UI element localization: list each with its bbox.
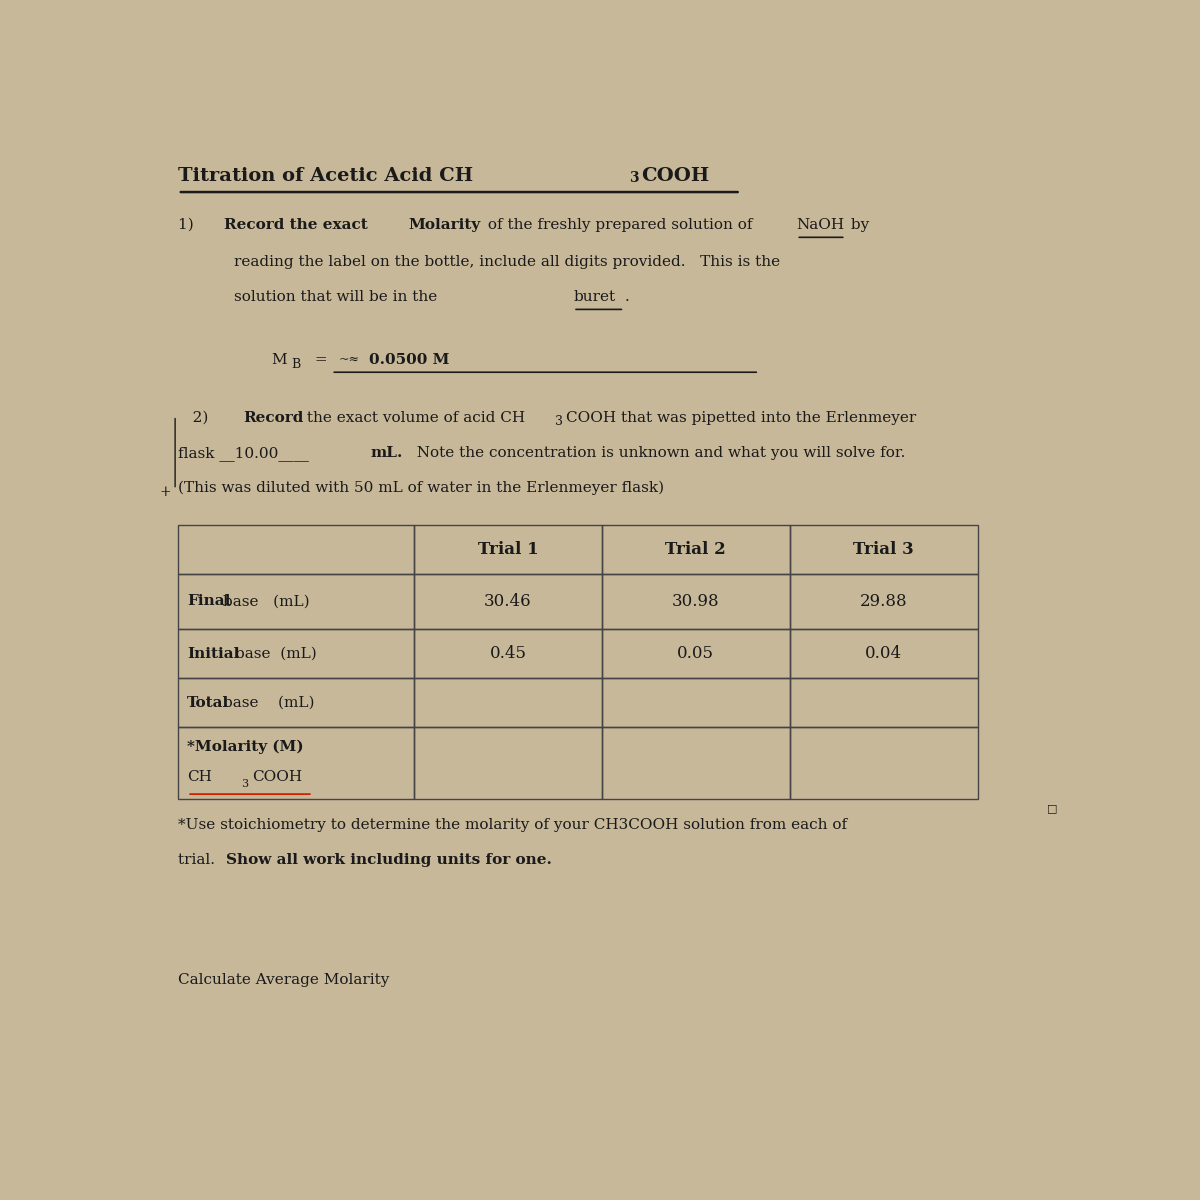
Text: Final: Final (187, 594, 230, 608)
Bar (790, 678, 978, 727)
Text: 3: 3 (554, 415, 563, 427)
Text: by: by (846, 218, 869, 232)
Text: Trial 3: Trial 3 (853, 541, 914, 558)
Text: solution that will be in the: solution that will be in the (234, 290, 442, 304)
Text: B: B (292, 359, 301, 371)
Bar (790, 524, 978, 574)
Text: Total: Total (187, 696, 229, 709)
Bar (602, 678, 790, 727)
Text: =: = (310, 353, 328, 367)
Bar (178, 678, 414, 727)
Text: NaOH: NaOH (797, 218, 845, 232)
Bar (602, 524, 790, 574)
Text: +: + (160, 485, 170, 499)
Text: Record the exact: Record the exact (224, 218, 373, 232)
Text: base    (mL): base (mL) (222, 696, 314, 709)
Text: Molarity: Molarity (408, 218, 481, 232)
Text: base  (mL): base (mL) (235, 647, 317, 660)
Text: 0.05: 0.05 (677, 646, 714, 662)
Text: 1): 1) (178, 218, 204, 232)
Text: COOH: COOH (641, 167, 709, 185)
Text: Record: Record (242, 412, 304, 425)
Text: Show all work including units for one.: Show all work including units for one. (227, 853, 552, 866)
Text: .: . (624, 290, 629, 304)
Text: *Use stoichiometry to determine the molarity of your CH3COOH solution from each : *Use stoichiometry to determine the mola… (178, 817, 847, 832)
Text: CH: CH (187, 770, 212, 785)
Text: *Molarity (M): *Molarity (M) (187, 740, 304, 755)
Text: □: □ (1048, 804, 1058, 814)
Text: 3: 3 (241, 779, 248, 788)
Text: mL.: mL. (371, 446, 403, 460)
Text: Calculate Average Molarity: Calculate Average Molarity (178, 973, 389, 986)
Text: flask __10.00____: flask __10.00____ (178, 446, 308, 461)
Bar (178, 629, 414, 678)
Text: 2): 2) (178, 412, 218, 425)
Text: trial.: trial. (178, 853, 224, 866)
Text: base   (mL): base (mL) (222, 594, 310, 608)
Text: Trial 2: Trial 2 (666, 541, 726, 558)
Bar (414, 678, 602, 727)
Bar (790, 727, 978, 799)
Text: Initial: Initial (187, 647, 240, 660)
Bar (602, 574, 790, 629)
Text: of the freshly prepared solution of: of the freshly prepared solution of (482, 218, 757, 232)
Bar (178, 727, 414, 799)
Bar (414, 524, 602, 574)
Text: 0.0500 M: 0.0500 M (368, 353, 449, 367)
Bar (790, 629, 978, 678)
Bar (602, 629, 790, 678)
Bar (178, 574, 414, 629)
Bar (414, 574, 602, 629)
Bar (790, 574, 978, 629)
Text: (This was diluted with 50 mL of water in the Erlenmeyer flask): (This was diluted with 50 mL of water in… (178, 480, 664, 494)
Text: reading the label on the bottle, include all digits provided.   This is the: reading the label on the bottle, include… (234, 254, 780, 269)
Text: COOH that was pipetted into the Erlenmeyer: COOH that was pipetted into the Erlenmey… (565, 412, 916, 425)
Text: Trial 1: Trial 1 (478, 541, 539, 558)
Bar (178, 524, 414, 574)
Text: ~≈: ~≈ (338, 353, 360, 366)
Text: buret: buret (574, 290, 616, 304)
Bar (602, 727, 790, 799)
Bar (414, 629, 602, 678)
Text: 0.04: 0.04 (865, 646, 902, 662)
Text: 0.45: 0.45 (490, 646, 527, 662)
Text: COOH: COOH (252, 770, 302, 785)
Text: 30.46: 30.46 (484, 593, 532, 610)
Text: Note the concentration is unknown and what you will solve for.: Note the concentration is unknown and wh… (407, 446, 905, 460)
Text: the exact volume of acid CH: the exact volume of acid CH (301, 412, 524, 425)
Text: M: M (271, 353, 287, 367)
Text: 30.98: 30.98 (672, 593, 720, 610)
Text: Titration of Acetic Acid CH: Titration of Acetic Acid CH (178, 167, 473, 185)
Text: 3: 3 (629, 170, 638, 185)
Text: 29.88: 29.88 (860, 593, 907, 610)
Bar (414, 727, 602, 799)
